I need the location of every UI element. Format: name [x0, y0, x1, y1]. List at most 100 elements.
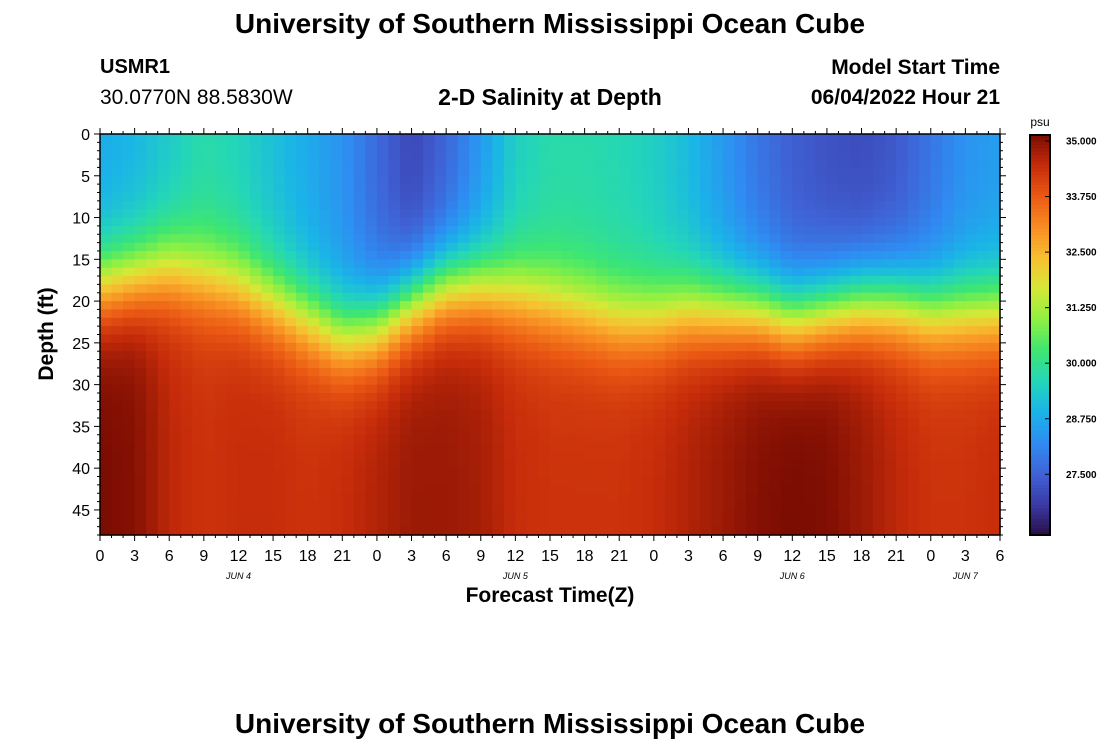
- heatmap-cell: [169, 217, 182, 227]
- heatmap-cell: [619, 267, 632, 277]
- heatmap-cell: [930, 284, 943, 294]
- heatmap-cell: [584, 142, 597, 152]
- heatmap-cell: [284, 134, 297, 143]
- heatmap-cell: [226, 301, 240, 311]
- heatmap-cell: [100, 468, 113, 478]
- heatmap-cell: [676, 209, 690, 219]
- heatmap-cell: [734, 476, 747, 486]
- heatmap-cell: [769, 459, 782, 469]
- heatmap-cell: [861, 159, 874, 169]
- heatmap-cell: [723, 434, 736, 444]
- heatmap-cell: [930, 451, 943, 461]
- heatmap-cell: [226, 309, 240, 319]
- heatmap-cell: [353, 326, 366, 336]
- heatmap-cell: [480, 317, 493, 327]
- heatmap-cell: [538, 259, 551, 269]
- heatmap-cell: [134, 184, 147, 194]
- heatmap-cell: [261, 376, 274, 386]
- heatmap-cell: [907, 175, 920, 185]
- heatmap-cell: [203, 250, 216, 260]
- heatmap-cell: [665, 418, 678, 427]
- heatmap-cell: [573, 376, 586, 386]
- heatmap-cell: [469, 376, 482, 386]
- heatmap-cell: [423, 209, 436, 219]
- heatmap-cell: [319, 192, 332, 202]
- heatmap-cell: [642, 409, 655, 419]
- heatmap-cell: [215, 376, 228, 386]
- heatmap-cell: [203, 418, 216, 427]
- heatmap-cell: [446, 217, 459, 227]
- heatmap-cell: [376, 242, 390, 252]
- heatmap-cell: [169, 501, 182, 511]
- heatmap-cell: [619, 443, 632, 453]
- heatmap-cell: [723, 468, 736, 478]
- heatmap-cell: [584, 484, 597, 494]
- heatmap-cell: [896, 267, 909, 277]
- heatmap-cell: [884, 200, 897, 210]
- heatmap-cell: [123, 192, 136, 202]
- heatmap-cell: [411, 518, 424, 528]
- heatmap-cell: [584, 501, 597, 511]
- heatmap-cell: [665, 484, 678, 494]
- heatmap-cell: [792, 225, 805, 235]
- colorbar-band: [1030, 365, 1050, 369]
- heatmap-cell: [711, 309, 724, 319]
- heatmap-cell: [503, 518, 516, 528]
- heatmap-cell: [700, 150, 713, 160]
- heatmap-cell: [134, 484, 147, 494]
- heatmap-cell: [469, 209, 482, 219]
- x-tick-label: 21: [887, 548, 905, 565]
- heatmap-cell: [388, 159, 401, 169]
- heatmap-cell: [261, 159, 274, 169]
- heatmap-cell: [169, 459, 182, 469]
- heatmap-cell: [688, 518, 701, 528]
- heatmap-cell: [884, 309, 897, 319]
- heatmap-cell: [596, 509, 609, 519]
- heatmap-cell: [965, 326, 978, 336]
- heatmap-cell: [261, 468, 274, 478]
- heatmap-cell: [273, 184, 286, 194]
- heatmap-cell: [526, 468, 540, 478]
- heatmap-cell: [515, 301, 528, 311]
- heatmap-cell: [100, 351, 113, 361]
- heatmap-cell: [319, 134, 332, 143]
- heatmap-cell: [215, 518, 228, 528]
- heatmap-cell: [123, 518, 136, 528]
- heatmap-cell: [619, 493, 632, 503]
- heatmap-cell: [457, 376, 470, 386]
- heatmap-cell: [561, 493, 574, 503]
- heatmap-cell: [746, 301, 759, 311]
- heatmap-cell: [976, 134, 990, 143]
- heatmap-cell: [619, 392, 632, 402]
- heatmap-cell: [446, 509, 459, 519]
- heatmap-cell: [896, 392, 909, 402]
- heatmap-cell: [169, 309, 182, 319]
- heatmap-cell: [815, 409, 828, 419]
- heatmap-cell: [584, 159, 597, 169]
- heatmap-cell: [838, 142, 851, 152]
- heatmap-cell: [792, 134, 805, 143]
- heatmap-cell: [123, 309, 136, 319]
- heatmap-cell: [769, 509, 782, 519]
- heatmap-cell: [261, 401, 274, 411]
- heatmap-cell: [780, 242, 793, 252]
- heatmap-cell: [492, 484, 505, 494]
- heatmap-cell: [353, 468, 366, 478]
- heatmap-cell: [734, 142, 747, 152]
- heatmap-cell: [411, 468, 424, 478]
- heatmap-cell: [100, 292, 113, 302]
- heatmap-cell: [561, 267, 574, 277]
- heatmap-cell: [873, 493, 886, 503]
- heatmap-cell: [261, 217, 274, 227]
- heatmap-cell: [734, 159, 747, 169]
- heatmap-cell: [526, 200, 540, 210]
- heatmap-cell: [400, 292, 413, 302]
- heatmap-cell: [134, 501, 147, 511]
- heatmap-cell: [596, 409, 609, 419]
- heatmap-cell: [700, 392, 713, 402]
- heatmap-cell: [584, 134, 597, 143]
- heatmap-cell: [838, 426, 851, 436]
- heatmap-cell: [596, 184, 609, 194]
- heatmap-cell: [676, 401, 690, 411]
- heatmap-cell: [480, 493, 493, 503]
